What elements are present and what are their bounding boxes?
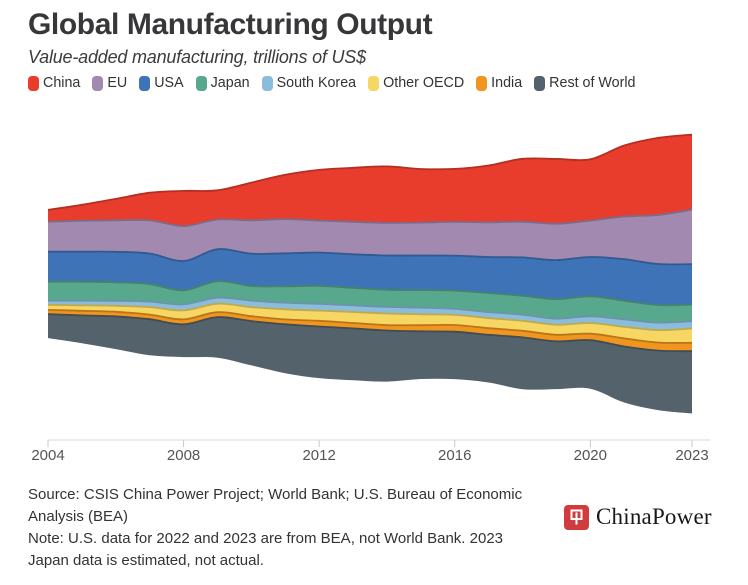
x-tick-label-2008: 2008 bbox=[167, 447, 200, 464]
legend-item-other-oecd: Other OECD bbox=[368, 75, 464, 91]
area-usa bbox=[48, 249, 692, 306]
legend-item-eu: EU bbox=[92, 75, 127, 91]
edge-japan bbox=[47, 280, 693, 307]
legend-label-japan: Japan bbox=[210, 75, 250, 91]
legend-item-china: China bbox=[28, 75, 80, 91]
legend-swatch-icon-eu bbox=[92, 75, 104, 91]
legend-swatch-icon-japan bbox=[195, 75, 207, 91]
legend-item-usa: USA bbox=[139, 75, 184, 91]
legend-swatch-icon-india bbox=[476, 75, 488, 91]
chart-header: Global Manufacturing Output Value-added … bbox=[28, 8, 433, 68]
page-title: Global Manufacturing Output bbox=[28, 8, 433, 41]
edge-china bbox=[47, 133, 693, 211]
x-tick-label-2004: 2004 bbox=[31, 447, 64, 464]
legend-label-india: India bbox=[491, 75, 523, 91]
legend-label-rest-of-world: Rest of World bbox=[549, 75, 636, 91]
data-note: Note: U.S. data for 2022 and 2023 are fr… bbox=[28, 530, 504, 569]
edge-eu bbox=[47, 208, 693, 228]
edge-usa bbox=[48, 248, 693, 266]
page-subtitle: Value-added manufacturing, trillions of … bbox=[28, 47, 366, 67]
chinapower-logo-icon bbox=[564, 504, 589, 530]
x-tick-label-2016: 2016 bbox=[438, 447, 471, 464]
legend-swatch-icon-other-oecd bbox=[368, 75, 380, 91]
chart-legend: China EU USA Japan South Korea Other OECD Indi… bbox=[28, 75, 636, 91]
legend-label-south-korea: South Korea bbox=[276, 75, 357, 91]
legend-label-other-oecd: Other OECD bbox=[383, 75, 465, 91]
x-tick-label-2012: 2012 bbox=[302, 447, 335, 464]
chinapower-logo-text: ChinaPower bbox=[596, 504, 712, 529]
legend-item-rest-of-world: Rest of World bbox=[534, 75, 636, 91]
x-tick-label-2023: 2023 bbox=[675, 447, 708, 464]
legend-swatch-icon-south-korea bbox=[261, 75, 273, 91]
area-china bbox=[48, 134, 692, 227]
edge-india bbox=[47, 309, 693, 344]
legend-item-south-korea: South Korea bbox=[261, 75, 357, 91]
legend-label-usa: USA bbox=[154, 75, 184, 91]
edge-other-oecd bbox=[47, 302, 693, 332]
edge-south-korea bbox=[48, 296, 693, 324]
chart-footnotes: Source: CSIS China Power Project; World … bbox=[28, 484, 533, 572]
legend-swatch-icon-usa bbox=[139, 75, 151, 91]
source-note: Source: CSIS China Power Project; World … bbox=[28, 486, 523, 525]
legend-swatch-icon-china bbox=[28, 75, 39, 91]
stream-chart: 2004 2008 2012 2016 2020 2023 bbox=[31, 133, 710, 464]
area-japan bbox=[48, 281, 692, 323]
legend-item-japan: Japan bbox=[195, 75, 250, 91]
area-india bbox=[48, 309, 692, 352]
legend-label-eu: EU bbox=[107, 75, 128, 91]
edge-rest-of-world bbox=[47, 313, 693, 353]
legend-label-china: China bbox=[43, 75, 81, 91]
chinapower-brand: ChinaPower bbox=[564, 504, 712, 530]
legend-item-india: India bbox=[476, 75, 522, 91]
legend-swatch-icon-rest-of-world bbox=[534, 75, 546, 91]
x-tick-label-2020: 2020 bbox=[574, 447, 607, 464]
